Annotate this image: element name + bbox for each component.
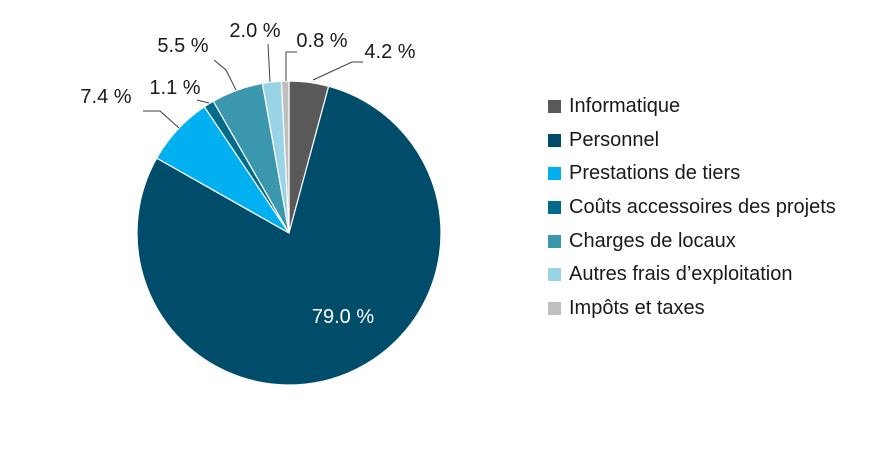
legend-swatch-autres-frais — [548, 268, 561, 282]
data-label-impots-et-taxes: 0.8 % — [296, 30, 347, 52]
data-label-autres-frais-d-exploitation: 2.0 % — [229, 20, 280, 42]
legend-label-charges-de-locaux: Charges de locaux — [569, 229, 736, 252]
legend-item-charges-de-locaux: Charges de locaux — [548, 224, 836, 258]
leader-line-prestations-de-tiers — [143, 110, 180, 129]
legend-item-autres-frais: Autres frais d’exploitation — [548, 258, 836, 292]
legend-item-prestations-de-tiers: Prestations de tiers — [548, 157, 836, 191]
legend-swatch-charges-de-locaux — [548, 234, 561, 248]
legend: Informatique Personnel Prestations de ti… — [548, 90, 836, 325]
legend-swatch-couts-accessoires — [548, 201, 561, 215]
data-label-personnel: 79.0 % — [312, 306, 374, 328]
legend-label-couts-accessoires: Coûts accessoires des projets — [569, 196, 836, 219]
legend-swatch-personnel — [548, 133, 561, 147]
leader-line-autres-frais-d-exploitation — [267, 43, 271, 83]
data-label-prestations-de-tiers: 7.4 % — [80, 86, 131, 108]
leader-line-impots-et-taxes — [285, 51, 297, 81]
legend-item-impots-et-taxes: Impôts et taxes — [548, 292, 836, 326]
legend-label-autres-frais: Autres frais d’exploitation — [569, 263, 793, 286]
legend-item-informatique: Informatique — [548, 90, 836, 124]
legend-swatch-informatique — [548, 100, 561, 114]
legend-label-personnel: Personnel — [569, 128, 660, 151]
legend-swatch-prestations-de-tiers — [548, 167, 561, 181]
leader-line-informatique — [312, 61, 363, 81]
pie-slice-impots-et-taxes — [280, 80, 290, 234]
legend-item-couts-accessoires: Coûts accessoires des projets — [548, 191, 836, 225]
leader-line-couts-accessoires-des-projets — [196, 99, 210, 104]
legend-label-impots-et-taxes: Impôts et taxes — [569, 296, 705, 319]
legend-label-prestations-de-tiers: Prestations de tiers — [569, 162, 741, 185]
legend-item-personnel: Personnel — [548, 124, 836, 158]
data-label-informatique: 4.2 % — [364, 41, 415, 63]
leader-line-charges-de-locaux — [213, 59, 237, 91]
pie-slice-personnel — [136, 85, 442, 386]
legend-swatch-impots-et-taxes — [548, 301, 561, 315]
legend-label-informatique: Informatique — [569, 95, 681, 118]
data-label-charges-de-locaux: 5.5 % — [157, 35, 208, 57]
data-label-couts-accessoires-des-projets: 1.1 % — [149, 77, 200, 99]
